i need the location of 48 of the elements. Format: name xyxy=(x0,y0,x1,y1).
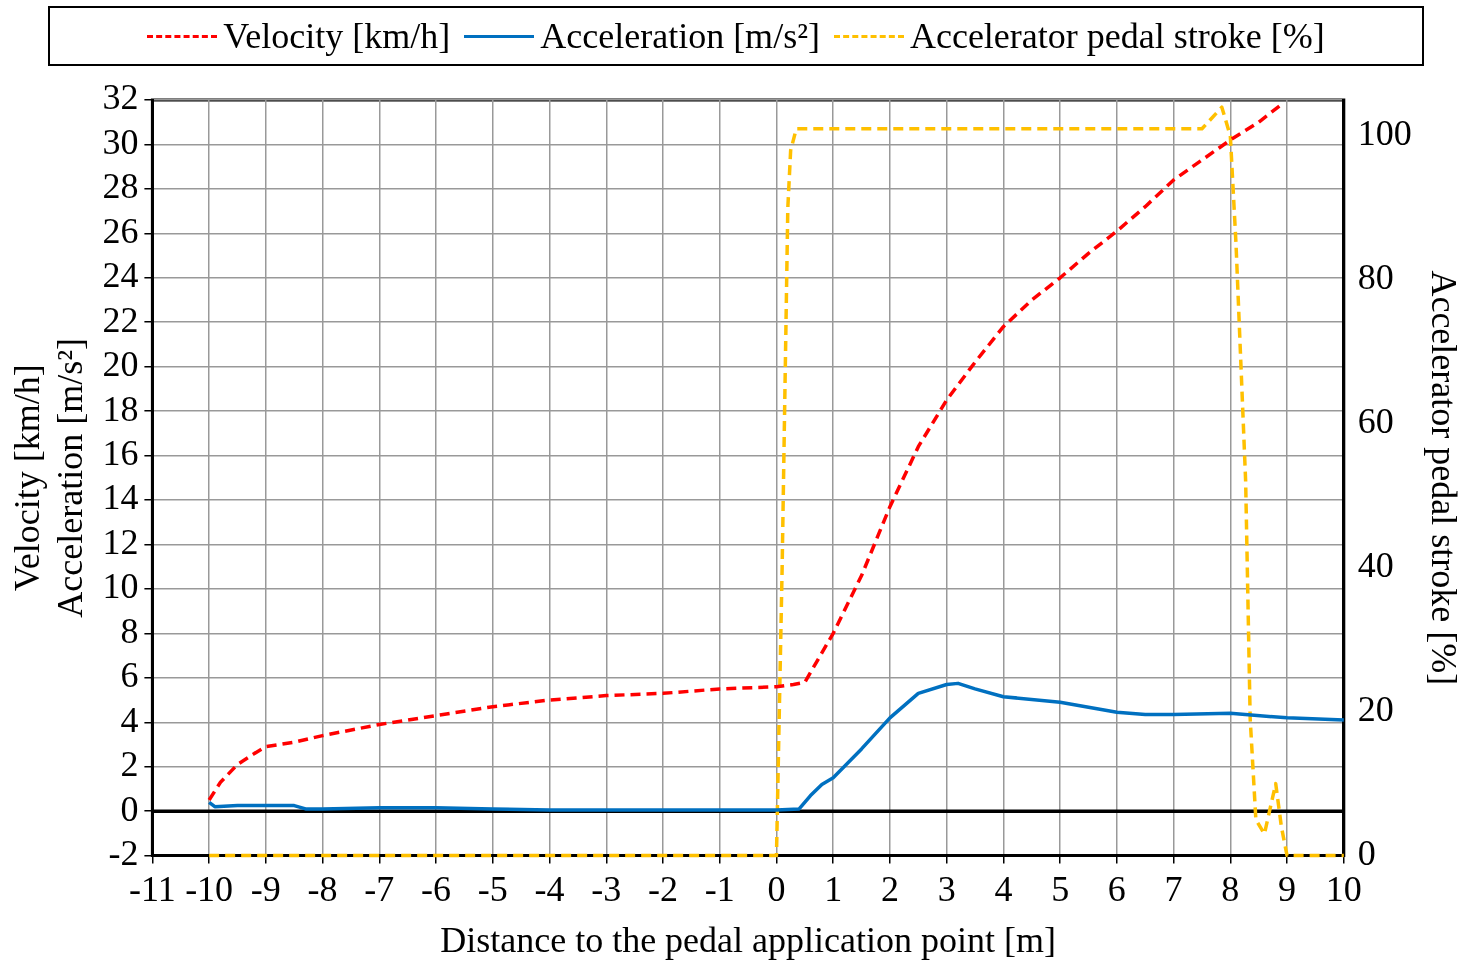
x-tick-label: 6 xyxy=(1107,868,1126,909)
y-tick-label: 22 xyxy=(102,299,139,340)
y-tick-label: 30 xyxy=(102,121,139,162)
y-tick-label: 20 xyxy=(102,344,139,385)
y-tick-label: 6 xyxy=(120,655,139,696)
y2-tick-label: 100 xyxy=(1357,113,1412,154)
x-tick-label: 5 xyxy=(1051,868,1070,909)
x-tick-label: 0 xyxy=(767,868,786,909)
y-tick-label: 12 xyxy=(102,521,139,562)
x-tick-label: 1 xyxy=(824,868,843,909)
x-tick-label: -5 xyxy=(477,868,508,909)
x-tick-label: -8 xyxy=(307,868,338,909)
y-tick-label: 2 xyxy=(120,744,139,785)
x-tick-label: -1 xyxy=(704,868,735,909)
x-tick-label: 9 xyxy=(1278,868,1297,909)
x-axis-title: Distance to the pedal application point [m] xyxy=(440,919,1057,960)
y-tick-label: 16 xyxy=(102,433,139,474)
x-tick-label: 3 xyxy=(937,868,956,909)
x-tick-label: -10 xyxy=(185,868,234,909)
y-tick-label: 32 xyxy=(102,77,139,118)
y2-tick-label: 20 xyxy=(1357,689,1394,730)
x-tick-label: 7 xyxy=(1164,868,1183,909)
y-tick-label: 26 xyxy=(102,210,139,251)
legend-label: Accelerator pedal stroke [%] xyxy=(909,15,1325,57)
y-tick-label: 10 xyxy=(102,566,139,607)
y2-tick-label: 80 xyxy=(1357,257,1394,298)
x-tick-label: -2 xyxy=(648,868,678,909)
y-tick-label: 18 xyxy=(102,388,139,429)
y-tick-label: 24 xyxy=(102,255,139,296)
x-tick-label: 2 xyxy=(880,868,899,909)
x-tick-label: -4 xyxy=(534,868,565,909)
y-tick-label: 8 xyxy=(120,610,139,651)
legend-label: Acceleration [m/s²] xyxy=(540,15,820,57)
y-tick-label: 14 xyxy=(102,477,139,518)
x-tick-label: -7 xyxy=(364,868,395,909)
y2-axis-title: Accelerator pedal stroke [%] xyxy=(1423,270,1464,686)
x-tick-label: -9 xyxy=(250,868,281,909)
y-axis-title: Velocity [km/h] Acceleration [m/s²] xyxy=(7,337,91,618)
x-tick-label: 8 xyxy=(1221,868,1240,909)
legend-label: Velocity [km/h] xyxy=(223,15,451,57)
x-tick-label: 4 xyxy=(994,868,1013,909)
x-tick-label: -3 xyxy=(591,868,622,909)
y-tick-label: 4 xyxy=(120,699,139,740)
y-tick-label: 28 xyxy=(102,166,139,207)
y-tick-label: 0 xyxy=(120,788,139,829)
x-tick-label: -6 xyxy=(421,868,452,909)
y2-tick-label: 60 xyxy=(1357,401,1394,442)
y2-tick-label: 40 xyxy=(1357,545,1394,586)
